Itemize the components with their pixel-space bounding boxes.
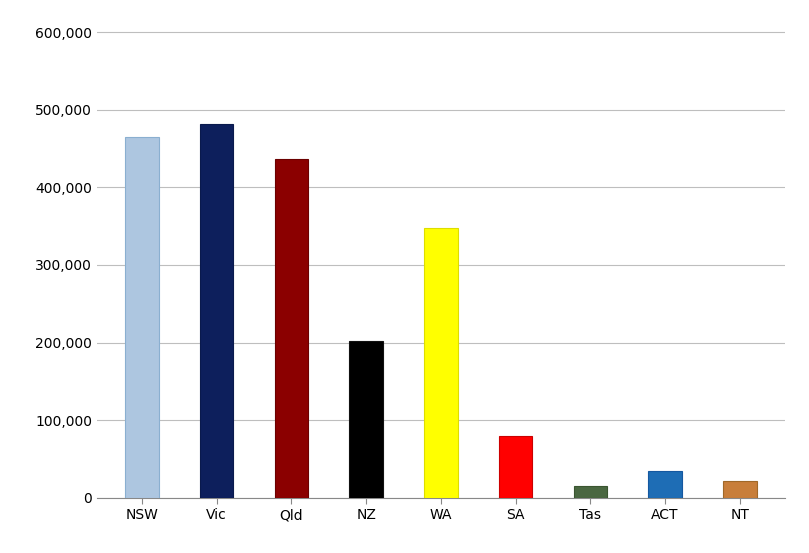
Bar [574, 486, 608, 498]
Bar [499, 436, 532, 498]
Bar [200, 124, 234, 498]
Bar [723, 481, 756, 498]
Bar [125, 137, 159, 498]
Bar [349, 341, 383, 498]
Bar [424, 228, 458, 498]
Bar [648, 471, 682, 498]
Bar [274, 159, 308, 498]
